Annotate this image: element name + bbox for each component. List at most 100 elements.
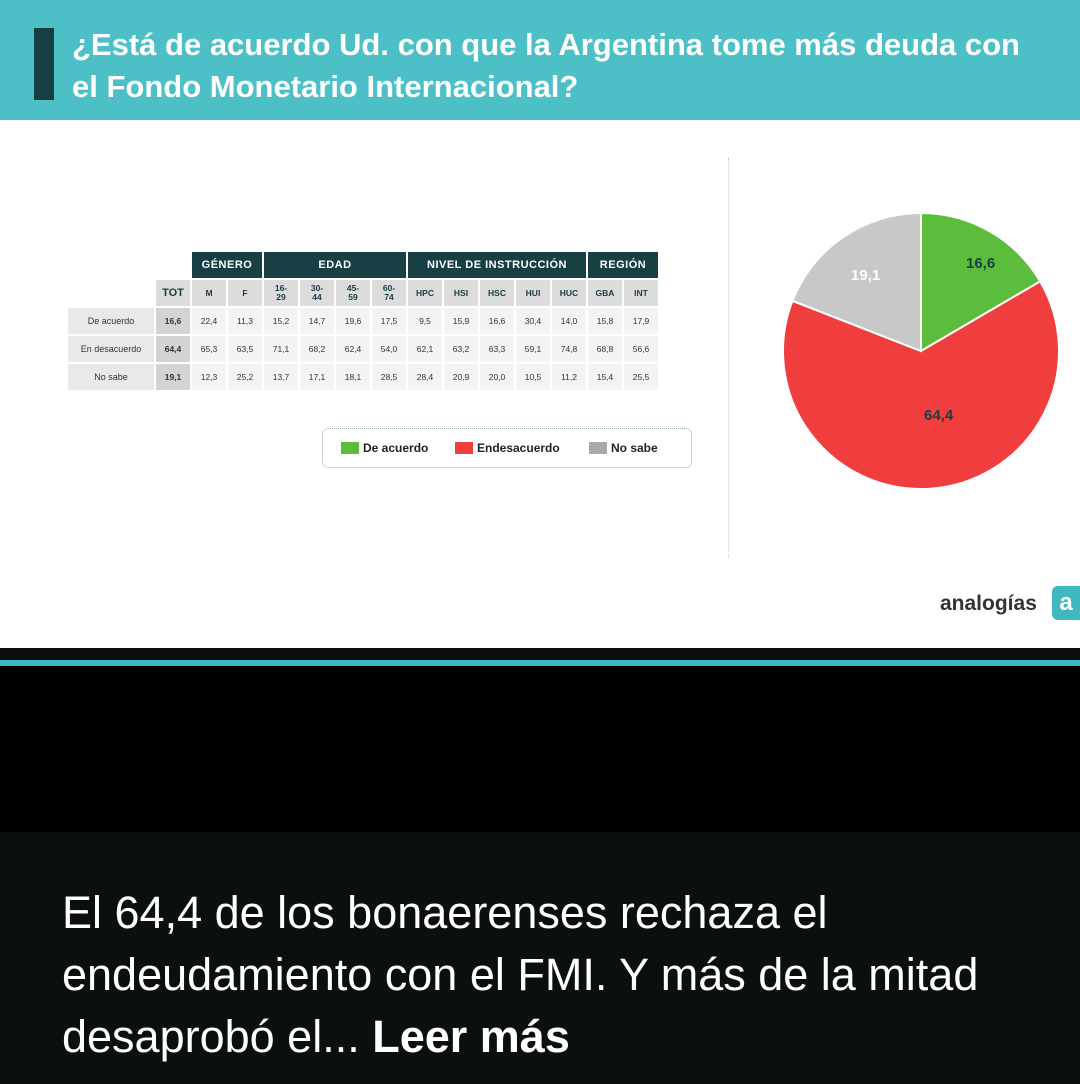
table-cell: 30,4: [516, 308, 550, 334]
table-cell: 28,5: [372, 364, 406, 390]
table-body: De acuerdo 16,6 22,4 11,3 15,2 14,7 19,6 17,5 9,…: [68, 308, 658, 390]
table-cell: 10,5: [516, 364, 550, 390]
table-cell: 11,3: [228, 308, 262, 334]
table-cell: 59,1: [516, 336, 550, 362]
pie-data-label: 19,1: [851, 267, 880, 284]
legend-label: De acuerdo: [363, 441, 429, 455]
table-column-header: 60- 74: [372, 280, 406, 306]
table-cell: 62,4: [336, 336, 370, 362]
table-cell: 11,2: [552, 364, 586, 390]
table-row: En desacuerdo 64,4 65,3 63,5 71,1 68,2 62,4 54,…: [68, 336, 658, 362]
column-divider: [728, 158, 729, 558]
legend-item-no-sabe: No sabe: [589, 441, 658, 455]
table-row-label: No sabe: [68, 364, 154, 390]
table-total-cell: 19,1: [156, 364, 190, 390]
table-column-header: TOT: [156, 280, 190, 306]
video-black-band: [0, 666, 1080, 832]
table-group-header: REGIÓN: [588, 252, 658, 278]
table-cell: 17,9: [624, 308, 658, 334]
title-header: ¿Está de acuerdo Ud. con que la Argentin…: [0, 0, 1080, 120]
pie-slice-endesacuerdo: [782, 280, 1060, 490]
table-cell: 20,0: [480, 364, 514, 390]
table-cell: 16,6: [480, 308, 514, 334]
table-column-header: F: [228, 280, 262, 306]
table-cell: 28,4: [408, 364, 442, 390]
table-cell: 15,4: [588, 364, 622, 390]
table-group-header: EDAD: [264, 252, 406, 278]
table-corner-blank: [68, 280, 154, 306]
slide-title: ¿Está de acuerdo Ud. con que la Argentin…: [72, 27, 1020, 104]
pie-data-label: 64,4: [924, 407, 954, 424]
table-cell: 18,1: [336, 364, 370, 390]
table-cell: 12,3: [192, 364, 226, 390]
caption-text: El 64,4 de los bonaerenses rechaza el en…: [62, 887, 979, 1062]
crosstab-table: GÉNERO EDAD NIVEL DE INSTRUCCIÓN REGIÓN TOT…: [66, 250, 660, 392]
table-column-header: 16- 29: [264, 280, 298, 306]
table-column-header: HUI: [516, 280, 550, 306]
table-group-header: NIVEL DE INSTRUCCIÓN: [408, 252, 586, 278]
read-more-link[interactable]: Leer más: [372, 1011, 570, 1062]
pie-chart: 16,6 64,4 19,1: [782, 211, 1060, 490]
legend: De acuerdo Endesacuerdo No sabe: [322, 428, 692, 468]
legend-swatch: [455, 442, 473, 454]
table-cell: 19,6: [336, 308, 370, 334]
table-cell: 56,6: [624, 336, 658, 362]
table-cell: 62,1: [408, 336, 442, 362]
table-column-header: M: [192, 280, 226, 306]
table-cell: 9,5: [408, 308, 442, 334]
table-cell: 14,7: [300, 308, 334, 334]
table-column-header: GBA: [588, 280, 622, 306]
table-cell: 25,5: [624, 364, 658, 390]
table-row-label: De acuerdo: [68, 308, 154, 334]
legend-item-en-desacuerdo: Endesacuerdo: [455, 441, 560, 455]
table-cell: 65,3: [192, 336, 226, 362]
table-cell: 63,5: [228, 336, 262, 362]
table-column-header: HSI: [444, 280, 478, 306]
title-accent-bar: [34, 28, 54, 100]
table-corner-blank: [156, 252, 190, 278]
teal-divider-line: [0, 660, 1080, 666]
table-column-header: HSC: [480, 280, 514, 306]
table-corner-blank: [68, 252, 154, 278]
legend-item-de-acuerdo: De acuerdo: [341, 441, 428, 455]
table-cell: 63,3: [480, 336, 514, 362]
table-row: No sabe 19,1 12,3 25,2 13,7 17,1 18,1 28,5 28,4 2…: [68, 364, 658, 390]
post-caption: El 64,4 de los bonaerenses rechaza el en…: [62, 882, 1022, 1068]
table-cell: 68,2: [300, 336, 334, 362]
pie-slice-de-acuerdo: [920, 211, 1042, 353]
legend-swatch: [341, 442, 359, 454]
table-cell: 15,8: [588, 308, 622, 334]
table-cell: 63,2: [444, 336, 478, 362]
table-cell: 15,2: [264, 308, 298, 334]
legend-label: No sabe: [611, 441, 658, 455]
table-cell: 25,2: [228, 364, 262, 390]
crosstab-table-container: GÉNERO EDAD NIVEL DE INSTRUCCIÓN REGIÓN TOT…: [66, 250, 660, 392]
table-total-cell: 16,6: [156, 308, 190, 334]
pie-slice-no-sabe: [791, 211, 922, 353]
table-cell: 68,8: [588, 336, 622, 362]
table-cell: 17,1: [300, 364, 334, 390]
table-row-label: En desacuerdo: [68, 336, 154, 362]
table-cell: 54,0: [372, 336, 406, 362]
table-cell: 14,0: [552, 308, 586, 334]
logo-badge-icon: a: [1052, 586, 1080, 620]
table-cell: 13,7: [264, 364, 298, 390]
table-cell: 22,4: [192, 308, 226, 334]
logo-wordmark: analogías: [940, 592, 1037, 615]
table-group-header-row: GÉNERO EDAD NIVEL DE INSTRUCCIÓN REGIÓN: [68, 252, 658, 278]
table-column-header: HUC: [552, 280, 586, 306]
survey-slide: ¿Está de acuerdo Ud. con que la Argentin…: [0, 0, 1080, 648]
table-column-header: HPC: [408, 280, 442, 306]
table-column-header: 30- 44: [300, 280, 334, 306]
table-column-header-row: TOT M F 16- 29 30- 44 45- 59 60- 74 HPC HSI HSC HU…: [68, 280, 658, 306]
table-cell: 15,9: [444, 308, 478, 334]
post-caption-area: [0, 832, 1080, 1084]
table-column-header: 45- 59: [336, 280, 370, 306]
table-cell: 71,1: [264, 336, 298, 362]
legend-label: Endesacuerdo: [477, 441, 560, 455]
analogias-logo: analogías a: [940, 586, 1080, 622]
table-cell: 17,5: [372, 308, 406, 334]
table-total-cell: 64,4: [156, 336, 190, 362]
table-row: De acuerdo 16,6 22,4 11,3 15,2 14,7 19,6 17,5 9,…: [68, 308, 658, 334]
legend-swatch: [589, 442, 607, 454]
